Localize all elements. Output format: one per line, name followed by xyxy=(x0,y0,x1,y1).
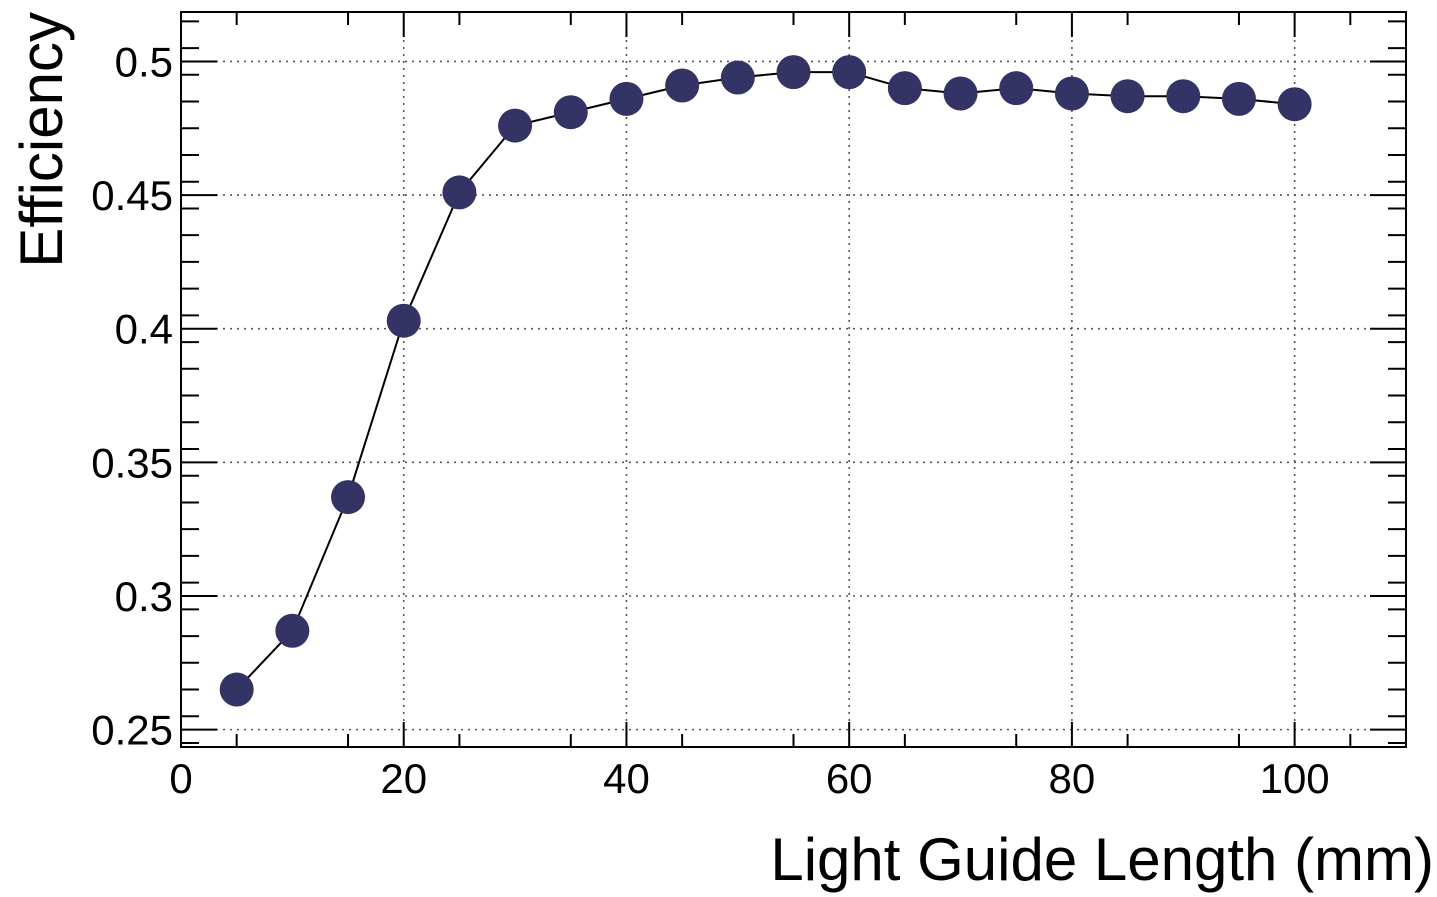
data-point xyxy=(609,81,644,116)
data-point xyxy=(553,95,588,130)
data-point xyxy=(1277,87,1312,122)
data-point xyxy=(498,108,533,143)
data-point xyxy=(1110,79,1145,114)
data-point xyxy=(442,175,477,210)
y-tick-label: 0.5 xyxy=(115,38,173,85)
tick-labels: 0 20 40 60 80 100 0.25 0.3 0.35 0.4 0.45 0.5 xyxy=(91,38,1329,802)
grid xyxy=(181,12,1406,747)
x-tick-label: 100 xyxy=(1260,755,1330,802)
y-tick-label: 0.3 xyxy=(115,573,173,620)
y-tick-label: 0.25 xyxy=(91,707,173,754)
data-point xyxy=(331,480,366,515)
y-tick-label: 0.4 xyxy=(115,306,173,353)
data-point xyxy=(776,55,811,90)
y-tick-label: 0.45 xyxy=(91,172,173,219)
y-axis-title: Efficiency xyxy=(8,12,75,268)
y-tick-label: 0.35 xyxy=(91,439,173,486)
data-point xyxy=(720,60,755,95)
data-point xyxy=(943,76,978,111)
axis-ticks xyxy=(180,12,1406,747)
x-tick-label: 40 xyxy=(603,755,650,802)
data-point xyxy=(999,71,1034,106)
x-tick-label: 0 xyxy=(169,755,192,802)
data-point xyxy=(275,613,310,648)
data-point xyxy=(665,68,700,103)
x-axis-title: Light Guide Length (mm) xyxy=(770,826,1434,893)
data-point xyxy=(887,71,922,106)
data-points xyxy=(219,55,1312,707)
data-point xyxy=(1166,79,1201,114)
plot-frame xyxy=(180,11,1407,748)
data-point xyxy=(219,672,254,707)
x-tick-label: 20 xyxy=(380,755,427,802)
x-tick-label: 60 xyxy=(826,755,873,802)
data-point xyxy=(832,55,867,90)
x-tick-label: 80 xyxy=(1049,755,1096,802)
series-line xyxy=(235,71,1295,691)
data-point xyxy=(1221,81,1256,116)
data-point xyxy=(386,303,421,338)
data-point xyxy=(1054,76,1089,111)
